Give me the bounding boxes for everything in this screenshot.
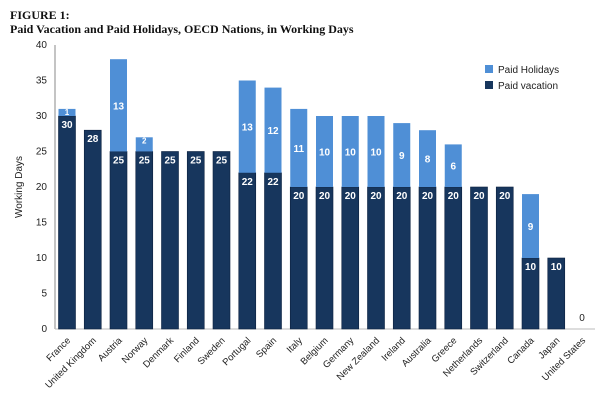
data-label-holidays: 6 [450, 162, 456, 173]
y-tick-label: 0 [41, 324, 47, 335]
data-label-vacation: 20 [319, 191, 331, 202]
bar-paid-holidays [444, 144, 462, 187]
data-label-holidays: 10 [370, 148, 382, 159]
bar-paid-vacation [470, 186, 488, 330]
bar-paid-holidays [316, 116, 333, 187]
bar-paid-vacation [186, 151, 205, 330]
y-tick-label: 10 [36, 253, 48, 264]
bar-paid-vacation [367, 186, 385, 330]
data-label-vacation: 20 [473, 191, 485, 202]
data-label-holidays: 12 [267, 126, 279, 137]
bar-paid-holidays [290, 108, 308, 187]
x-tick-label: Spain [254, 335, 279, 360]
data-label-vacation: 25 [190, 156, 202, 167]
chart-heading: FIGURE 1: Paid Vacation and Paid Holiday… [10, 8, 354, 36]
bar-paid-holidays [367, 116, 385, 187]
bar-paid-vacation [212, 151, 231, 330]
y-axis-label: Working Days [14, 156, 25, 218]
y-tick-label: 5 [41, 289, 47, 300]
data-label-vacation: 10 [551, 262, 563, 273]
y-tick-label: 30 [36, 111, 48, 122]
data-label-vacation: 20 [293, 191, 305, 202]
data-label-holidays: 2 [142, 136, 147, 145]
data-label-vacation: 25 [216, 156, 228, 167]
y-tick-label: 20 [36, 182, 48, 193]
chart-title: Paid Vacation and Paid Holidays, OECD Na… [10, 22, 354, 36]
data-label-vacation: 20 [499, 191, 511, 202]
bar-paid-vacation [264, 172, 282, 330]
bar-paid-vacation [161, 151, 179, 330]
data-label-holidays: 10 [345, 148, 357, 159]
legend-swatch [485, 81, 493, 89]
data-label-vacation: 22 [242, 177, 254, 188]
bar-paid-vacation [315, 186, 334, 330]
bar-paid-holidays [393, 123, 411, 187]
data-label-vacation: 30 [61, 120, 73, 131]
y-tick-label: 40 [36, 40, 48, 51]
data-label-holidays: 11 [293, 144, 304, 155]
bar-paid-vacation [83, 129, 102, 330]
x-tick-label: Portugal [221, 335, 254, 368]
data-label-holidays: 9 [399, 151, 405, 162]
bar-paid-holidays [135, 137, 153, 152]
bar-paid-holidays [419, 130, 436, 187]
data-label-vacation: 20 [370, 191, 382, 202]
y-tick-label: 35 [36, 76, 48, 87]
data-label-vacation: 25 [113, 156, 125, 167]
data-label-vacation: 28 [87, 134, 99, 145]
bar-paid-vacation [547, 257, 566, 330]
x-tick-label: Canada [505, 335, 537, 367]
bar-paid-holidays [264, 87, 282, 173]
bar-paid-vacation [109, 151, 128, 330]
bar-paid-vacation [289, 186, 308, 330]
data-label-holidays: 8 [425, 155, 431, 166]
bar-paid-holidays [341, 116, 359, 187]
bar-paid-vacation [418, 186, 437, 330]
bar-paid-vacation [444, 186, 463, 330]
data-label-vacation: 0 [579, 313, 585, 324]
bar-paid-vacation [238, 172, 257, 330]
data-label-vacation: 25 [164, 156, 176, 167]
data-label-vacation: 20 [422, 191, 434, 202]
bar-paid-vacation [135, 151, 154, 330]
data-label-vacation: 20 [396, 191, 408, 202]
data-label-vacation: 22 [267, 177, 279, 188]
data-label-vacation: 10 [525, 262, 537, 273]
y-tick-label: 25 [36, 147, 48, 158]
data-label-vacation: 20 [345, 191, 357, 202]
y-tick-label: 15 [36, 218, 48, 229]
data-label-holidays: 10 [319, 148, 331, 159]
data-label-vacation: 25 [139, 156, 151, 167]
bar-paid-vacation [495, 186, 514, 330]
data-label-holidays: 1 [65, 108, 70, 117]
data-label-holidays: 13 [113, 101, 125, 112]
figure-label: FIGURE 1: [10, 8, 70, 22]
data-label-holidays: 9 [528, 222, 534, 233]
bar-paid-holidays [522, 194, 539, 258]
bar-paid-vacation [341, 186, 360, 330]
data-label-vacation: 20 [448, 191, 460, 202]
data-label-holidays: 13 [242, 123, 254, 134]
legend-swatch [485, 65, 493, 73]
bar-paid-holidays [110, 59, 127, 152]
bar-paid-holidays [238, 80, 256, 173]
x-tick-label: Australia [400, 335, 434, 369]
legend-label: Paid Holidays [498, 65, 559, 76]
bar-paid-vacation [58, 115, 76, 330]
bar-paid-holidays [58, 108, 76, 116]
legend-label: Paid vacation [498, 81, 558, 92]
bar-paid-vacation [392, 186, 411, 330]
x-tick-label: Italy [285, 335, 305, 355]
